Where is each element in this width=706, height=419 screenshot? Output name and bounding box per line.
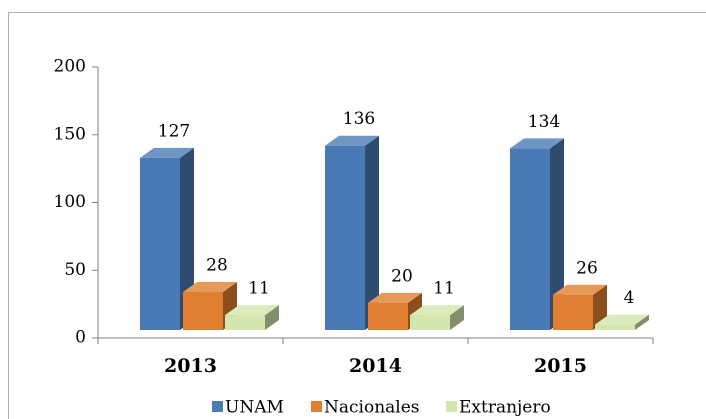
bar <box>553 294 593 330</box>
bar-side <box>180 147 194 330</box>
chart-border <box>8 12 706 419</box>
y-tick-label: 0 <box>75 328 86 348</box>
legend-swatch <box>446 401 457 412</box>
bar <box>595 324 635 330</box>
bar-side <box>265 305 279 330</box>
bar <box>325 145 365 330</box>
value-label: 20 <box>391 266 413 286</box>
value-label: 136 <box>343 109 375 129</box>
value-label: 4 <box>624 288 635 308</box>
bar-top <box>183 282 237 293</box>
bar <box>225 315 265 330</box>
bar <box>510 148 550 330</box>
legend-label: Nacionales <box>324 398 420 418</box>
y-tick-label: 150 <box>54 124 86 144</box>
bar-top <box>368 292 422 303</box>
value-label: 11 <box>248 279 270 299</box>
bar <box>140 157 180 330</box>
value-label: 28 <box>206 256 228 276</box>
bar-side <box>550 138 564 330</box>
bar-side <box>365 135 379 330</box>
y-tick-label: 50 <box>64 260 86 280</box>
bar-top <box>510 138 564 149</box>
value-label: 11 <box>433 279 455 299</box>
bar <box>368 302 408 330</box>
legend-label: Extranjero <box>459 398 551 418</box>
bar-side <box>450 305 464 330</box>
bar-top <box>225 305 279 316</box>
legend-label: UNAM <box>225 398 284 418</box>
value-label: 127 <box>158 121 190 141</box>
x-tick-label: 2013 <box>164 355 217 377</box>
x-tick-label: 2014 <box>349 355 402 377</box>
bar-top <box>553 284 607 295</box>
legend-swatch <box>311 401 322 412</box>
bar-top <box>140 147 194 158</box>
legend-swatch <box>212 401 223 412</box>
bar <box>410 315 450 330</box>
bar-side <box>635 314 649 330</box>
value-label: 26 <box>576 258 598 278</box>
bar <box>183 292 223 330</box>
bar-top <box>325 135 379 146</box>
bar-top <box>595 314 649 325</box>
y-tick-label: 100 <box>54 192 86 212</box>
value-label: 134 <box>528 112 560 132</box>
bar-top <box>410 305 464 316</box>
y-tick-label: 200 <box>54 57 86 77</box>
x-tick-label: 2015 <box>534 355 587 377</box>
